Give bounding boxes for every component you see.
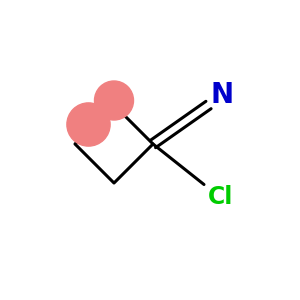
Circle shape: [94, 81, 134, 120]
Text: N: N: [210, 81, 234, 110]
Circle shape: [67, 103, 110, 146]
Text: Cl: Cl: [208, 184, 233, 208]
